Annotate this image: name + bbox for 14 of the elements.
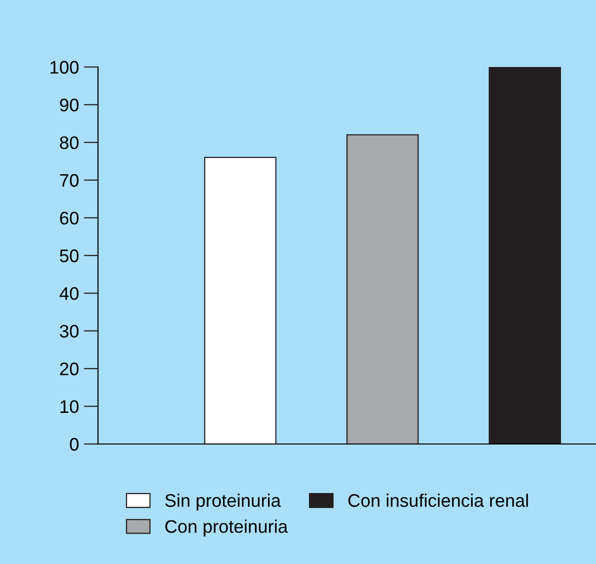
- y-tick-label: 100: [50, 60, 79, 74]
- y-tick-label: 40: [60, 287, 79, 300]
- y-tick-label: 10: [60, 400, 79, 414]
- legend-label: Sin proteinuria: [165, 494, 281, 511]
- y-tick-label: 60: [60, 212, 79, 225]
- legend-label: Con proteinuria: [165, 520, 288, 536]
- y-tick-label: 70: [60, 174, 79, 187]
- legend-label: Con insuficiencia renal: [348, 494, 528, 507]
- y-tick-label: 30: [60, 324, 79, 338]
- y-tick-label: 20: [60, 362, 79, 376]
- y-tick-label: 80: [60, 136, 79, 150]
- y-tick-label: 0: [70, 438, 79, 451]
- y-tick-label: 50: [60, 249, 79, 262]
- y-tick-label: 90: [60, 98, 79, 112]
